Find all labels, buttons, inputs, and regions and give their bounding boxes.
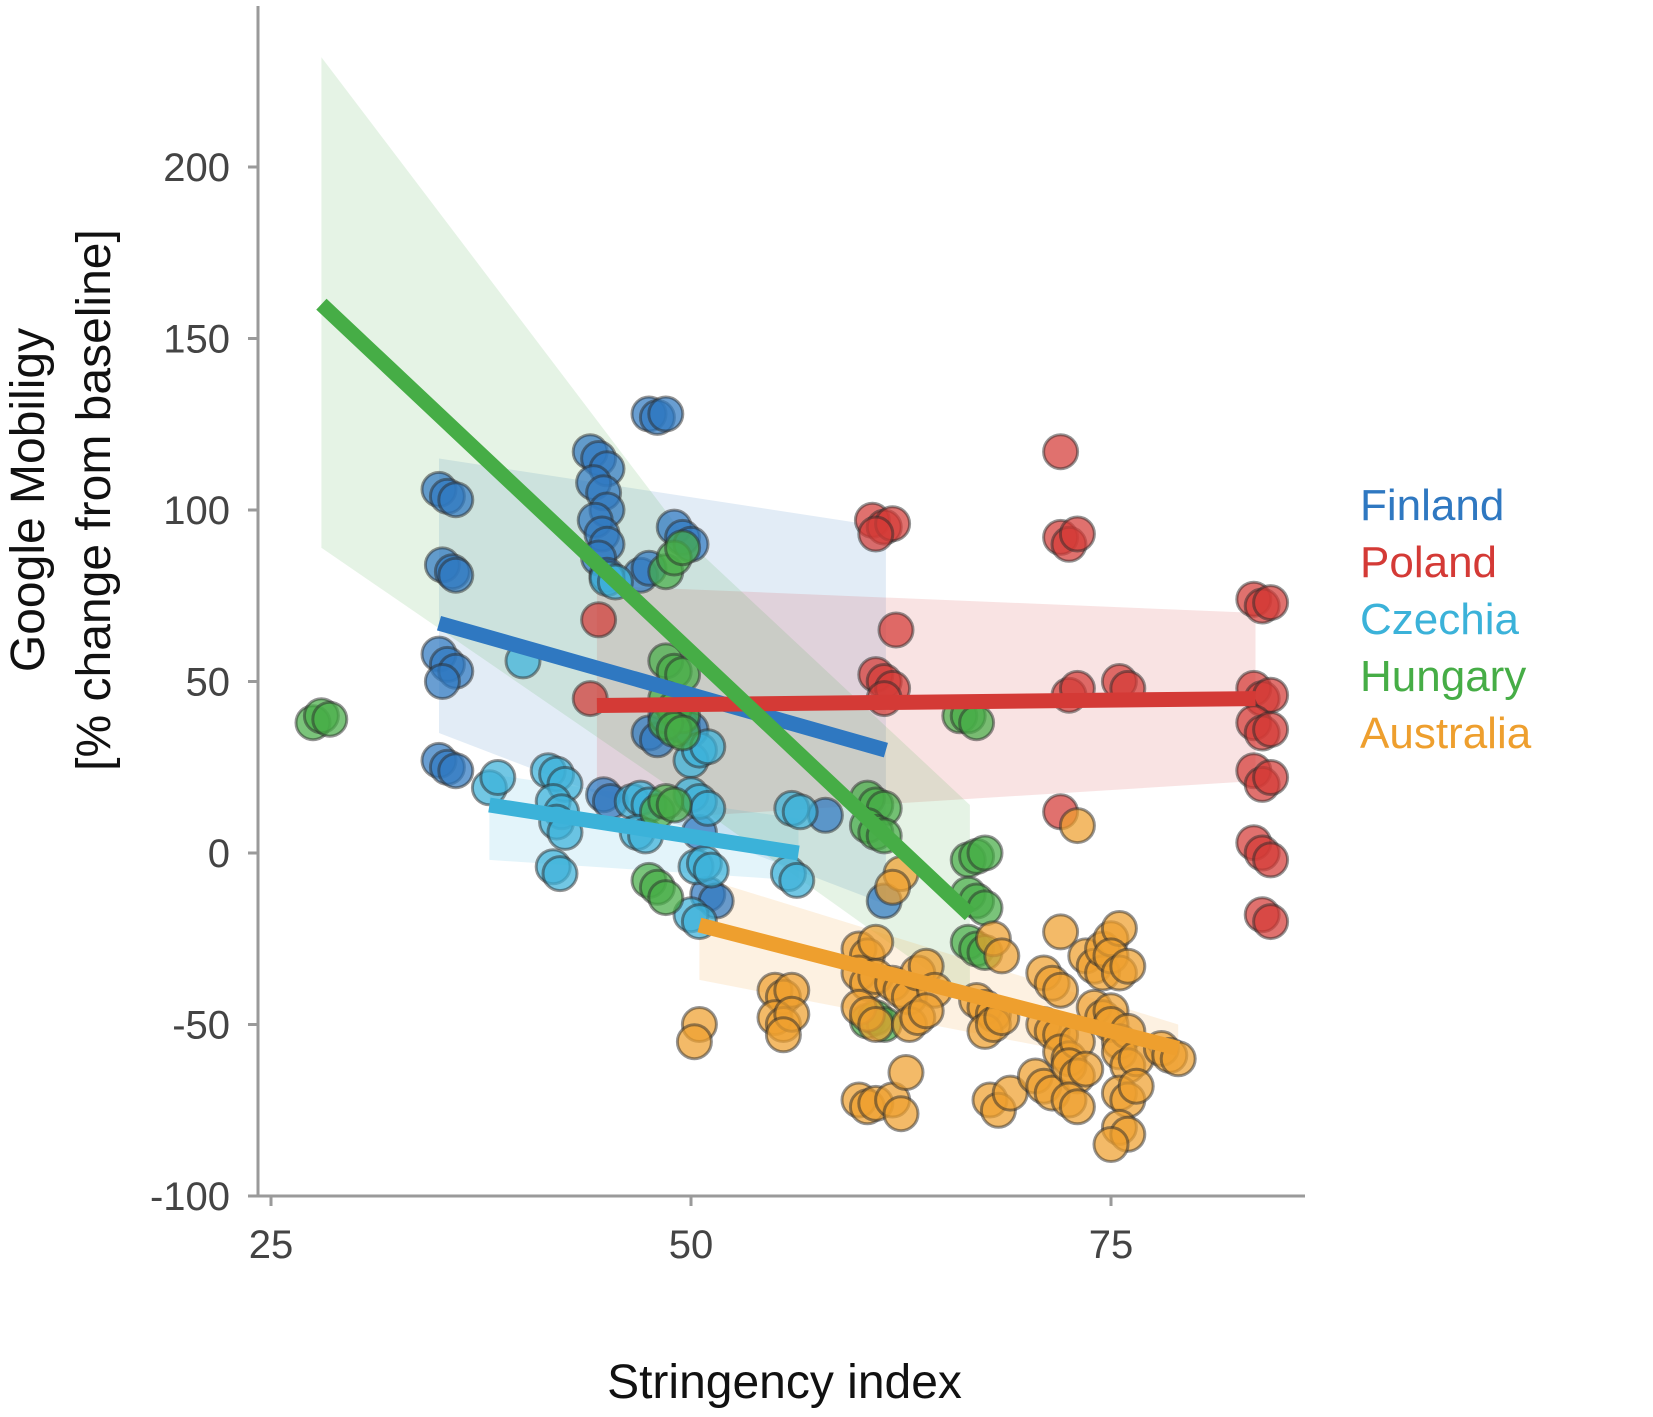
legend-czechia: Czechia xyxy=(1360,595,1519,644)
point-australia xyxy=(1067,1050,1105,1088)
point-czechia xyxy=(781,793,819,831)
y-tick-label: 100 xyxy=(163,489,230,533)
y-axis-title-line-1: Google Mobiligy xyxy=(2,328,55,672)
point-czechia xyxy=(689,789,727,827)
point-australia xyxy=(1058,807,1096,845)
point-hungary xyxy=(958,704,996,742)
point-australia xyxy=(983,937,1021,975)
point-poland xyxy=(1252,584,1290,622)
trend-line-finland xyxy=(436,615,888,758)
point-finland xyxy=(647,395,685,433)
y-tick-label: -50 xyxy=(172,1004,230,1048)
point-poland xyxy=(1252,711,1290,748)
point-australia xyxy=(907,992,945,1030)
x-axis-title: Stringency index xyxy=(607,1356,962,1409)
point-finland xyxy=(437,481,475,519)
point-australia xyxy=(887,1054,925,1091)
legend-poland: Poland xyxy=(1360,538,1497,587)
point-poland xyxy=(1252,903,1290,941)
point-australia xyxy=(675,1023,713,1061)
legend-finland: Finland xyxy=(1360,481,1504,530)
trend-line-czechia xyxy=(488,797,800,861)
y-tick-label: 150 xyxy=(163,318,230,362)
point-australia xyxy=(1042,971,1080,1009)
point-poland xyxy=(1252,759,1290,796)
legend-australia: Australia xyxy=(1360,709,1532,758)
trend-line-hungary xyxy=(316,298,976,921)
point-hungary xyxy=(647,879,685,917)
axes xyxy=(256,6,1305,1198)
y-tick-label: 0 xyxy=(208,832,230,876)
point-australia xyxy=(874,868,912,906)
point-finland xyxy=(423,663,461,700)
y-axis-title-line-2: [% change from baseline] xyxy=(68,229,121,771)
point-australia xyxy=(1058,1088,1096,1126)
y-tick-label: 200 xyxy=(163,146,230,190)
y-tick-label: 50 xyxy=(186,661,231,705)
point-australia xyxy=(764,1016,802,1054)
point-hungary xyxy=(664,714,702,752)
point-australia xyxy=(857,923,895,961)
point-australia xyxy=(1092,1126,1130,1163)
x-tick-label: 75 xyxy=(1089,1223,1134,1267)
point-poland xyxy=(877,611,915,649)
point-australia xyxy=(1042,913,1080,951)
point-hungary xyxy=(966,834,1004,872)
point-hungary xyxy=(311,700,349,738)
point-czechia xyxy=(479,759,517,796)
point-australia xyxy=(1109,947,1147,985)
legend: Finland Poland Czechia Hungary Australia xyxy=(1360,481,1532,758)
point-poland xyxy=(1058,515,1096,553)
x-tick-label: 25 xyxy=(249,1223,294,1267)
ticks: 25 50 75 200 150 100 50 0 -50 -100 xyxy=(150,146,1133,1267)
point-czechia xyxy=(692,851,730,889)
point-poland xyxy=(1252,841,1290,879)
y-axis-title: Google Mobiligy [% change from baseline] xyxy=(2,229,121,771)
point-finland xyxy=(437,556,475,594)
x-tick-label: 50 xyxy=(669,1223,714,1267)
point-czechia xyxy=(778,861,816,899)
point-finland xyxy=(437,752,475,790)
trend-line-australia xyxy=(697,917,1181,1056)
point-hungary xyxy=(655,786,693,824)
trend-line-poland xyxy=(596,691,1256,713)
y-tick-label: -100 xyxy=(150,1175,230,1219)
point-hungary xyxy=(664,529,702,567)
trend-lines xyxy=(316,298,1256,1056)
point-poland xyxy=(857,515,895,553)
point-poland xyxy=(1042,433,1080,471)
point-australia xyxy=(1117,1067,1155,1105)
legend-hungary: Hungary xyxy=(1360,652,1526,701)
point-australia xyxy=(857,1006,895,1043)
point-poland xyxy=(580,601,618,639)
point-czechia xyxy=(541,855,579,893)
point-australia xyxy=(882,1095,920,1133)
